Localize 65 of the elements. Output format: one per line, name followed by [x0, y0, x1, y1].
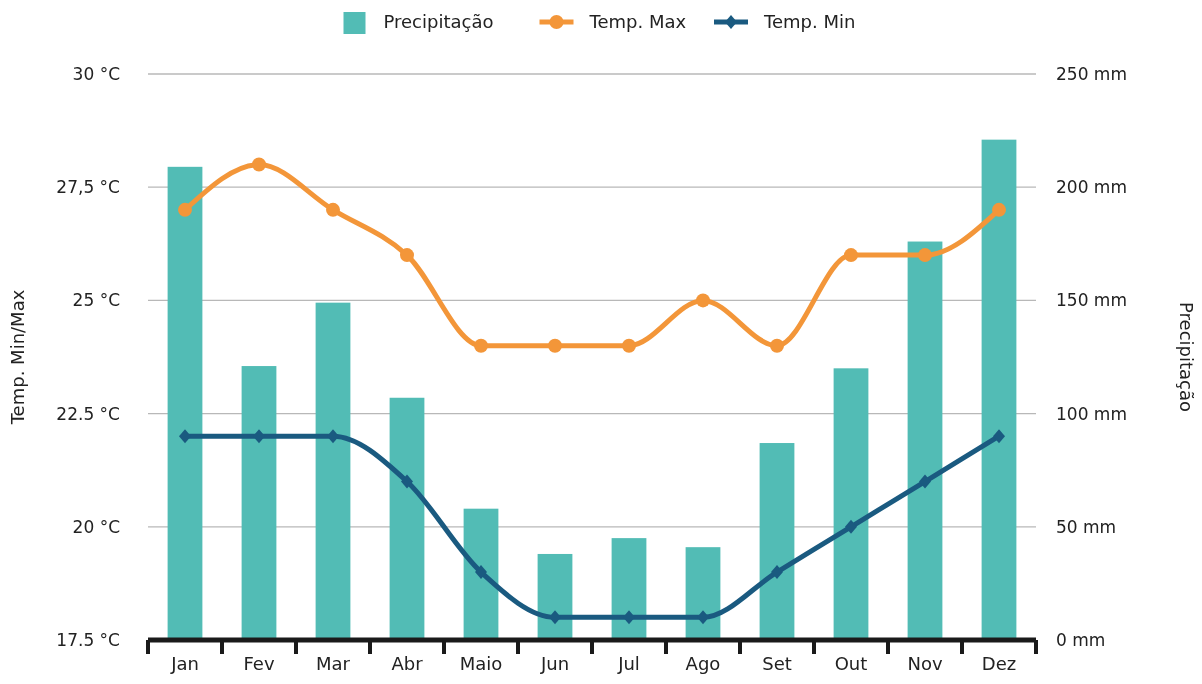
point	[992, 202, 1006, 217]
bar	[537, 553, 573, 640]
point	[919, 474, 931, 489]
y2-tick-label: 0 mm	[1056, 629, 1106, 650]
bar	[611, 538, 647, 640]
point	[400, 248, 414, 263]
legend-label: Temp. Min	[763, 11, 856, 33]
point	[253, 429, 265, 444]
legend-label: Precipitação	[383, 11, 494, 33]
point	[178, 202, 192, 217]
point	[475, 565, 487, 580]
bar	[759, 443, 795, 640]
bar	[833, 368, 869, 640]
y-tick-label: 25 °C	[72, 290, 120, 311]
bar	[685, 547, 721, 640]
legend-label: Temp. Max	[588, 11, 687, 33]
point	[697, 610, 709, 625]
point	[696, 293, 710, 308]
x-tick-label: Nov	[907, 653, 943, 674]
x-tick-label: Fev	[243, 653, 275, 674]
point	[918, 248, 932, 263]
bar	[981, 139, 1017, 640]
point	[623, 610, 635, 625]
x-tick-label: Ago	[685, 653, 721, 674]
point	[622, 338, 636, 353]
point	[179, 429, 191, 444]
point	[549, 610, 561, 625]
x-tick-label: Jun	[539, 653, 570, 674]
point	[548, 338, 562, 353]
y-tick-label: 27,5 °C	[56, 177, 120, 198]
point	[845, 519, 857, 534]
bar	[167, 166, 203, 640]
x-tick-label: Jan	[170, 653, 199, 674]
y2-axis-title: Precipitação	[1176, 302, 1197, 412]
point	[993, 429, 1005, 444]
x-tick-label: Abr	[391, 653, 424, 674]
point	[326, 202, 340, 217]
x-tick-label: Mar	[316, 653, 351, 674]
bar	[389, 397, 425, 640]
point	[327, 429, 339, 444]
point	[401, 474, 413, 489]
point	[771, 565, 783, 580]
bar	[315, 302, 351, 640]
y2-tick-label: 150 mm	[1056, 290, 1127, 311]
y2-tick-label: 100 mm	[1056, 403, 1127, 424]
x-tick-label: Out	[834, 653, 868, 674]
y-tick-label: 30 °C	[72, 63, 120, 84]
point	[844, 248, 858, 263]
x-tick-label: Jul	[617, 653, 640, 674]
y-axis-title: Temp. Min/Max	[7, 289, 28, 426]
y-tick-label: 17.5 °C	[56, 629, 120, 650]
y-tick-label: 22.5 °C	[56, 403, 120, 424]
point	[252, 157, 266, 172]
bar	[241, 366, 277, 640]
y2-tick-label: 250 mm	[1056, 63, 1127, 84]
point	[474, 338, 488, 353]
bar	[907, 241, 943, 640]
bar	[463, 508, 499, 640]
point	[770, 338, 784, 353]
y-tick-label: 20 °C	[72, 516, 120, 537]
x-tick-label: Set	[762, 653, 792, 674]
y2-tick-label: 50 mm	[1056, 516, 1117, 537]
x-tick-label: Dez	[981, 653, 1017, 674]
x-tick-label: Maio	[459, 653, 503, 674]
y2-tick-label: 200 mm	[1056, 177, 1127, 198]
